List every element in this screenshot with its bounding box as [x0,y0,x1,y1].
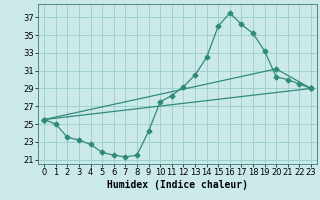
X-axis label: Humidex (Indice chaleur): Humidex (Indice chaleur) [107,180,248,190]
